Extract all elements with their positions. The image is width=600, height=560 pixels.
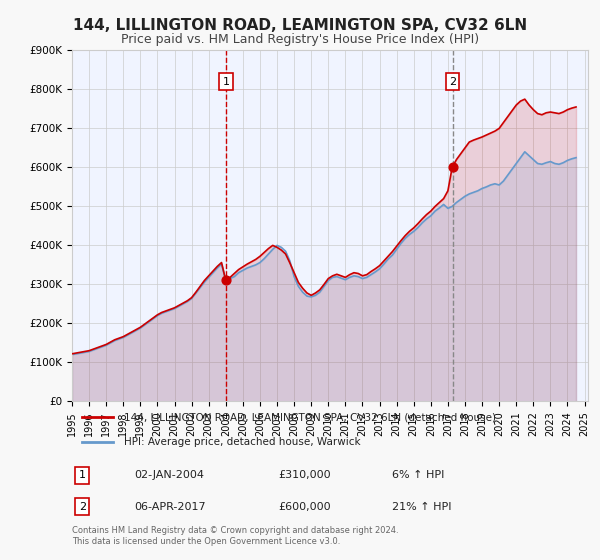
Text: £600,000: £600,000 [278,502,331,512]
Text: 2: 2 [79,502,86,512]
Text: 6% ↑ HPI: 6% ↑ HPI [392,470,444,480]
Text: £310,000: £310,000 [278,470,331,480]
Point [221,276,231,285]
Text: 06-APR-2017: 06-APR-2017 [134,502,206,512]
Text: 21% ↑ HPI: 21% ↑ HPI [392,502,451,512]
Text: HPI: Average price, detached house, Warwick: HPI: Average price, detached house, Warw… [124,437,360,447]
Text: Price paid vs. HM Land Registry's House Price Index (HPI): Price paid vs. HM Land Registry's House … [121,32,479,46]
Text: 2: 2 [449,77,456,87]
Text: 144, LILLINGTON ROAD, LEAMINGTON SPA, CV32 6LN: 144, LILLINGTON ROAD, LEAMINGTON SPA, CV… [73,18,527,32]
Point [448,163,457,172]
Text: 144, LILLINGTON ROAD, LEAMINGTON SPA, CV32 6LN (detached house): 144, LILLINGTON ROAD, LEAMINGTON SPA, CV… [124,412,496,422]
Text: 1: 1 [223,77,229,87]
Text: 1: 1 [79,470,86,480]
Text: Contains HM Land Registry data © Crown copyright and database right 2024.
This d: Contains HM Land Registry data © Crown c… [72,526,398,546]
Text: 02-JAN-2004: 02-JAN-2004 [134,470,204,480]
